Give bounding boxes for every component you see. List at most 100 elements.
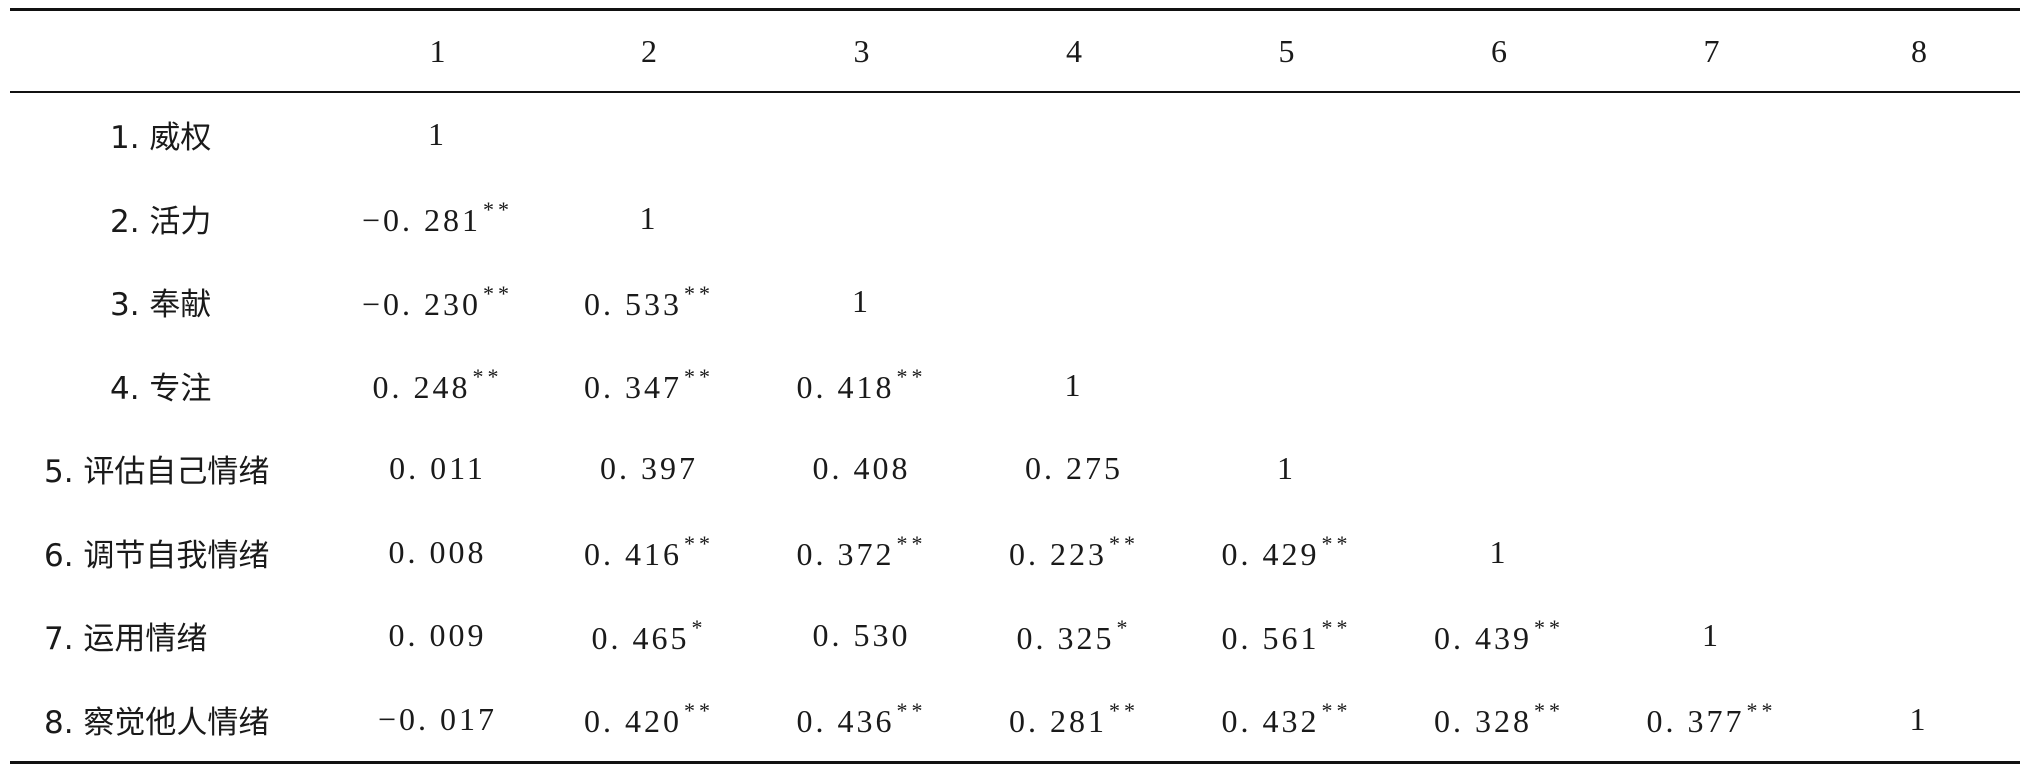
table-cell bbox=[1605, 427, 1818, 511]
cell-value: −0. 281 bbox=[361, 202, 482, 239]
cell-value: 0. 008 bbox=[388, 533, 487, 570]
header-cell-3: 3 bbox=[853, 32, 870, 69]
table-cell bbox=[1180, 177, 1393, 261]
cell-value: 1 bbox=[852, 283, 871, 320]
table-cell bbox=[968, 260, 1180, 344]
table-cell: 0. 429** bbox=[1180, 511, 1393, 595]
table-cell: 1 bbox=[1393, 511, 1605, 595]
cell-value: 1 bbox=[1489, 533, 1509, 570]
table-cell: −0. 230** bbox=[332, 260, 543, 344]
table-cell bbox=[1180, 92, 1393, 177]
table-cell: 1 bbox=[1818, 678, 2020, 763]
cell-value: 1 bbox=[1909, 700, 1929, 737]
cell-value: 0. 416 bbox=[584, 536, 682, 573]
significance-marker: ** bbox=[1109, 698, 1139, 724]
table-cell bbox=[1393, 92, 1605, 177]
table-cell: 0. 408 bbox=[755, 427, 968, 511]
table-row: 2. 活力 −0. 281** 1 bbox=[10, 177, 2020, 261]
table-cell: −0. 017 bbox=[332, 678, 543, 763]
table-cell: 0. 561** bbox=[1180, 594, 1393, 678]
cell-value: 0. 377 bbox=[1646, 703, 1745, 740]
header-cell-4: 4 bbox=[1066, 32, 1082, 69]
cell-value: −0. 017 bbox=[377, 700, 498, 737]
cell-value: 0. 325 bbox=[1016, 619, 1115, 656]
row-label: 7. 运用情绪 bbox=[44, 621, 208, 658]
table-cell bbox=[1180, 344, 1393, 428]
table-cell bbox=[755, 177, 968, 261]
table-cell bbox=[1180, 260, 1393, 344]
cell-value: 0. 011 bbox=[389, 450, 486, 487]
table-cell bbox=[1818, 594, 2020, 678]
significance-marker: ** bbox=[472, 364, 503, 390]
table-cell bbox=[1818, 260, 2020, 344]
table-cell: 0. 439** bbox=[1393, 594, 1605, 678]
cell-value: 0. 432 bbox=[1221, 703, 1320, 740]
cell-value: 1 bbox=[1064, 366, 1084, 403]
cell-value: 0. 275 bbox=[1025, 450, 1123, 487]
cell-value: 0. 408 bbox=[812, 450, 911, 487]
table-cell: 0. 372** bbox=[755, 511, 968, 595]
table-cell: 0. 533** bbox=[543, 260, 755, 344]
table-cell: −0. 281** bbox=[332, 177, 543, 261]
table-cell: 0. 416** bbox=[543, 511, 755, 595]
table-cell bbox=[1605, 177, 1818, 261]
significance-marker: ** bbox=[896, 531, 927, 557]
table-cell: 0. 465* bbox=[543, 594, 755, 678]
cell-value: 0. 533 bbox=[584, 285, 682, 322]
table-cell bbox=[1605, 511, 1818, 595]
table-cell bbox=[1818, 511, 2020, 595]
table-cell: 0. 275 bbox=[968, 427, 1180, 511]
table-cell: 1 bbox=[968, 344, 1180, 428]
table-cell: 1 bbox=[1180, 427, 1393, 511]
table-cell: 1 bbox=[543, 177, 755, 261]
significance-marker: ** bbox=[1321, 614, 1352, 640]
cell-value: 1 bbox=[1702, 617, 1721, 654]
header-cell-empty bbox=[10, 10, 332, 93]
significance-marker: ** bbox=[483, 280, 514, 306]
table-cell: 0. 397 bbox=[543, 427, 755, 511]
cell-value: 1 bbox=[428, 116, 447, 153]
table-cell bbox=[1393, 344, 1605, 428]
cell-value: 0. 372 bbox=[796, 536, 895, 573]
table-cell bbox=[1605, 92, 1818, 177]
table-cell bbox=[1818, 177, 2020, 261]
cell-value: 1 bbox=[639, 199, 659, 236]
table-row: 6. 调节自我情绪 0. 008 0. 416** 0. 372** 0. 223** 0… bbox=[10, 511, 2020, 595]
table-row: 1. 威权 1 bbox=[10, 92, 2020, 177]
cell-value: 0. 420 bbox=[584, 703, 682, 740]
table-cell bbox=[755, 92, 968, 177]
cell-value: 0. 223 bbox=[1009, 536, 1107, 573]
table-cell: 0. 281** bbox=[968, 678, 1180, 763]
header-cell-1: 1 bbox=[429, 32, 446, 69]
row-label: 2. 活力 bbox=[110, 203, 212, 240]
significance-marker: ** bbox=[1534, 698, 1564, 724]
correlation-table: 1 2 3 4 5 6 7 8 1. 威权 1 2. 活力 −0. 281** 1 3. … bbox=[10, 8, 2020, 764]
table-cell: 0. 223** bbox=[968, 511, 1180, 595]
header-row: 1 2 3 4 5 6 7 8 bbox=[10, 9, 2020, 93]
cell-value: 0. 397 bbox=[600, 450, 698, 487]
table-cell: 0. 325* bbox=[968, 594, 1180, 678]
cell-value: 0. 429 bbox=[1221, 536, 1320, 573]
header-cell-6: 6 bbox=[1491, 32, 1507, 69]
table-cell bbox=[968, 92, 1180, 177]
cell-value: 0. 465 bbox=[591, 619, 690, 656]
table-cell bbox=[968, 177, 1180, 261]
row-label: 1. 威权 bbox=[110, 120, 212, 157]
significance-marker: ** bbox=[1109, 531, 1139, 557]
table-cell bbox=[1818, 92, 2020, 177]
row-label: 4. 专注 bbox=[110, 370, 212, 407]
header-cell-8: 8 bbox=[1911, 32, 1927, 69]
significance-marker: ** bbox=[1746, 698, 1777, 724]
table-cell bbox=[1393, 260, 1605, 344]
table-cell: 0. 009 bbox=[332, 594, 543, 678]
table-cell: 0. 347** bbox=[543, 344, 755, 428]
significance-marker: ** bbox=[896, 698, 927, 724]
cell-value: 0. 009 bbox=[388, 617, 487, 654]
row-label: 3. 奉献 bbox=[110, 287, 212, 324]
significance-marker: ** bbox=[483, 197, 514, 223]
cell-value: 0. 281 bbox=[1009, 703, 1107, 740]
table-row: 7. 运用情绪 0. 009 0. 465* 0. 530 0. 325* 0. 561*… bbox=[10, 594, 2020, 678]
table-cell bbox=[543, 92, 755, 177]
table-row: 5. 评估自己情绪 0. 011 0. 397 0. 408 0. 275 1 bbox=[10, 427, 2020, 511]
cell-value: 0. 530 bbox=[812, 617, 911, 654]
